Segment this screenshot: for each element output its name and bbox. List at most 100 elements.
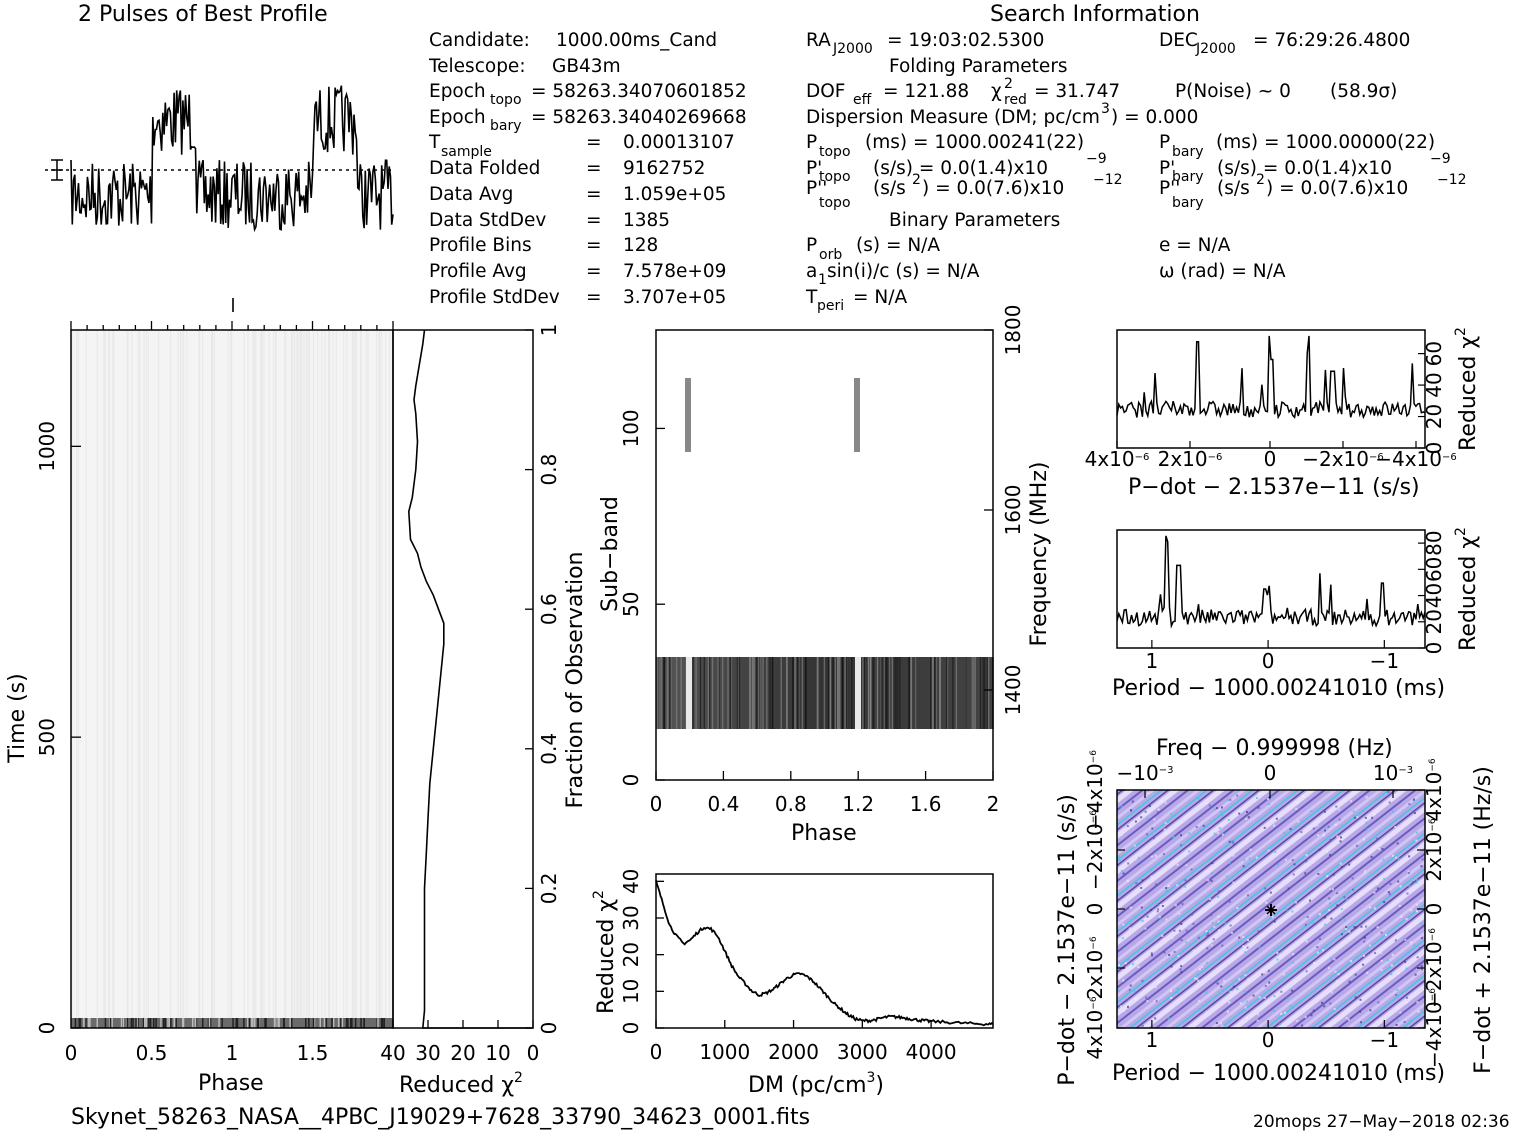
ppdot-noise-dot (1415, 845, 1418, 848)
ppdot-noise-dot (1242, 936, 1245, 939)
ppdot-noise-dot (1236, 988, 1239, 991)
subband-stripe (898, 657, 900, 729)
ppdot-noise-dot (1316, 951, 1319, 954)
time-phase-bottom-stripe (264, 1018, 266, 1028)
ppdot-noise-dot (1180, 834, 1182, 837)
ppdot-noise-dot (1363, 871, 1366, 874)
time-phase-stripe (198, 330, 201, 1018)
time-phase-stripe (137, 330, 139, 1018)
subband-stripe (872, 657, 874, 729)
ppdot-ytick-label: −4x10−6 (1083, 750, 1107, 830)
subband-stripe (736, 657, 739, 729)
subband-stripe (797, 657, 800, 729)
ppdot-noise-dot (1363, 940, 1366, 943)
ppdot-noise-dot (1198, 1000, 1200, 1003)
ppdot-noise-dot (1127, 1005, 1129, 1008)
ppdot-noise-dot (1398, 904, 1401, 907)
ppdot-noise-dot (1150, 875, 1153, 878)
subband-stripe (762, 657, 764, 729)
svg-text:P: P (806, 235, 817, 256)
ppdot-noise-dot (1268, 969, 1270, 972)
ppdot-noise-dot (1178, 912, 1181, 915)
ppdot-noise-dot (1178, 929, 1181, 932)
ppdot-noise-dot (1118, 964, 1120, 967)
svg-text:bary: bary (490, 118, 522, 134)
svg-text:GB43m: GB43m (552, 56, 621, 77)
subband-stripe (984, 657, 986, 729)
chi-fraction-frame (392, 329, 534, 1029)
ppdot-noise-dot (1318, 848, 1321, 851)
ppdot-noise-dot (1217, 920, 1220, 923)
ppdot-noise-dot (1416, 879, 1419, 882)
ppdot-noise-dot (1273, 824, 1275, 827)
svg-text:topo: topo (819, 195, 851, 211)
subband-stripe (979, 657, 982, 729)
pdot-xtick-exp: −6 (1135, 452, 1150, 463)
ppdot-noise-dot (1282, 973, 1285, 976)
time-phase-bottom-stripe (120, 1018, 123, 1028)
ppdot-noise-dot (1217, 915, 1220, 918)
ppdot-noise-dot (1221, 944, 1224, 947)
ppdot-noise-dot (1345, 898, 1348, 901)
ppdot-noise-dot (1410, 909, 1413, 912)
ppdot-ytick-label: 0 (1083, 903, 1107, 916)
ppdot-noise-dot (1147, 818, 1150, 821)
ppdot-noise-dot (1193, 977, 1196, 980)
subband-stripe (662, 657, 665, 729)
ppdot-noise-dot (1404, 938, 1407, 941)
time-phase-stripe (290, 330, 293, 1018)
ppdot-noise-dot (1219, 1022, 1222, 1025)
time-phase-bottom-stripe (137, 1018, 139, 1028)
pdot-xtick-label: 4x10−6 (1085, 447, 1150, 471)
ppdot-noise-dot (1146, 915, 1149, 918)
ppdot-noise-dot (1157, 980, 1160, 983)
ppdot-noise-dot (1354, 816, 1356, 819)
ppdot-noise-dot (1126, 825, 1129, 828)
ppdot-noise-dot (1247, 816, 1250, 819)
ppdot-noise-dot (1356, 844, 1359, 847)
ppdot-noise-dot (1231, 932, 1233, 934)
svg-text:2: 2 (912, 172, 921, 188)
ppdot-noise-dot (1304, 1016, 1307, 1019)
ppdot-noise-dot (1245, 1000, 1248, 1003)
ppdot-noise-dot (1369, 944, 1371, 947)
ppdot-noise-dot (1283, 832, 1286, 834)
time-phase-bottom-stripe (123, 1018, 125, 1028)
subband-stripe (666, 657, 669, 729)
svg-text:P: P (806, 132, 817, 153)
svg-text:(s/s) = 0.0(1.4)x10: (s/s) = 0.0(1.4)x10 (873, 158, 1048, 179)
ppdot-noise-dot (1306, 916, 1309, 918)
ppdot-noise-dot (1128, 989, 1131, 992)
ppdot-noise-dot (1180, 971, 1183, 974)
chi-fraction-ytick-label: 0.4 (537, 733, 561, 765)
chi-fraction-xtick-label: 30 (415, 1041, 440, 1065)
svg-text:P: P (1159, 132, 1170, 153)
subband-gap-2 (855, 657, 861, 729)
svg-text:=: = (586, 210, 602, 231)
ppdot-noise-dot (1165, 918, 1168, 921)
ppdot-noise-dot (1160, 800, 1163, 803)
ppdot-noise-dot (1219, 813, 1222, 816)
ppdot-noise-dot (1236, 907, 1239, 910)
ppdot-noise-dot (1185, 929, 1188, 932)
ppdot-noise-dot (1413, 944, 1416, 947)
ppdot-noise-dot (1172, 836, 1175, 839)
time-phase-bottom-stripe (207, 1018, 210, 1028)
ppdot-noise-dot (1324, 829, 1327, 832)
time-phase-stripe (230, 330, 232, 1018)
ppdot-noise-dot (1135, 882, 1138, 885)
ppdot-noise-dot (1180, 844, 1183, 847)
ppdot-noise-dot (1420, 922, 1423, 925)
ppdot-noise-dot (1416, 956, 1419, 959)
dm-ytick-label: 30 (619, 905, 643, 930)
subband-stripe (932, 657, 934, 729)
time-phase-stripe (212, 330, 214, 1018)
ppdot-noise-dot (1305, 940, 1308, 943)
time-phase-bottom-stripe (78, 1018, 80, 1028)
ppdot-noise-dot (1274, 851, 1277, 853)
subband-stripe (908, 657, 910, 729)
ppdot-noise-dot (1244, 946, 1247, 948)
pdot-xtick-label: 0 (1264, 447, 1277, 471)
ppdot-noise-dot (1269, 891, 1272, 894)
